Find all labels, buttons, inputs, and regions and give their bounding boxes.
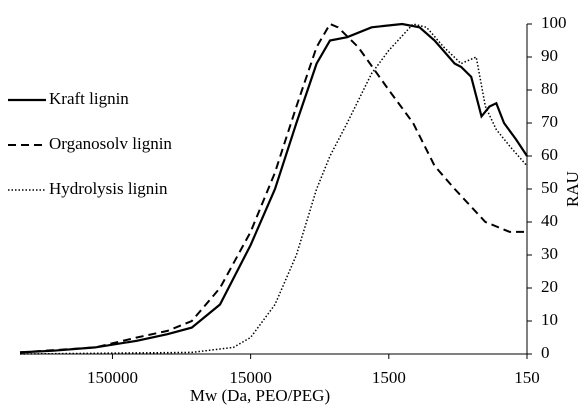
legend-label: Kraft lignin xyxy=(49,89,129,108)
y-tick-label: 50 xyxy=(541,178,558,197)
y-tick-label: 60 xyxy=(541,145,558,164)
y-tick-label: 90 xyxy=(541,46,558,65)
x-tick-label: 150000 xyxy=(87,368,138,387)
y-tick-label: 80 xyxy=(541,79,558,98)
y-tick-label: 40 xyxy=(541,211,558,230)
series-line xyxy=(19,23,528,355)
y-tick-label: 30 xyxy=(541,244,558,263)
x-tick-label: 150 xyxy=(514,368,540,387)
y-tick-label: 0 xyxy=(541,343,550,362)
legend-label: Hydrolysis lignin xyxy=(49,179,168,198)
x-tick-label: 1500 xyxy=(372,368,406,387)
legend-label: Organosolv lignin xyxy=(49,134,172,153)
y-tick-label: 10 xyxy=(541,310,558,329)
x-tick-label: 15000 xyxy=(229,368,272,387)
y-axis-label: RAU xyxy=(563,171,582,207)
y-tick-label: 100 xyxy=(541,13,567,32)
series-line xyxy=(19,22,528,354)
x-axis-label: Mw (Da, PEO/PEG) xyxy=(190,386,330,405)
y-tick-label: 20 xyxy=(541,277,558,296)
y-tick-label: 70 xyxy=(541,112,558,131)
